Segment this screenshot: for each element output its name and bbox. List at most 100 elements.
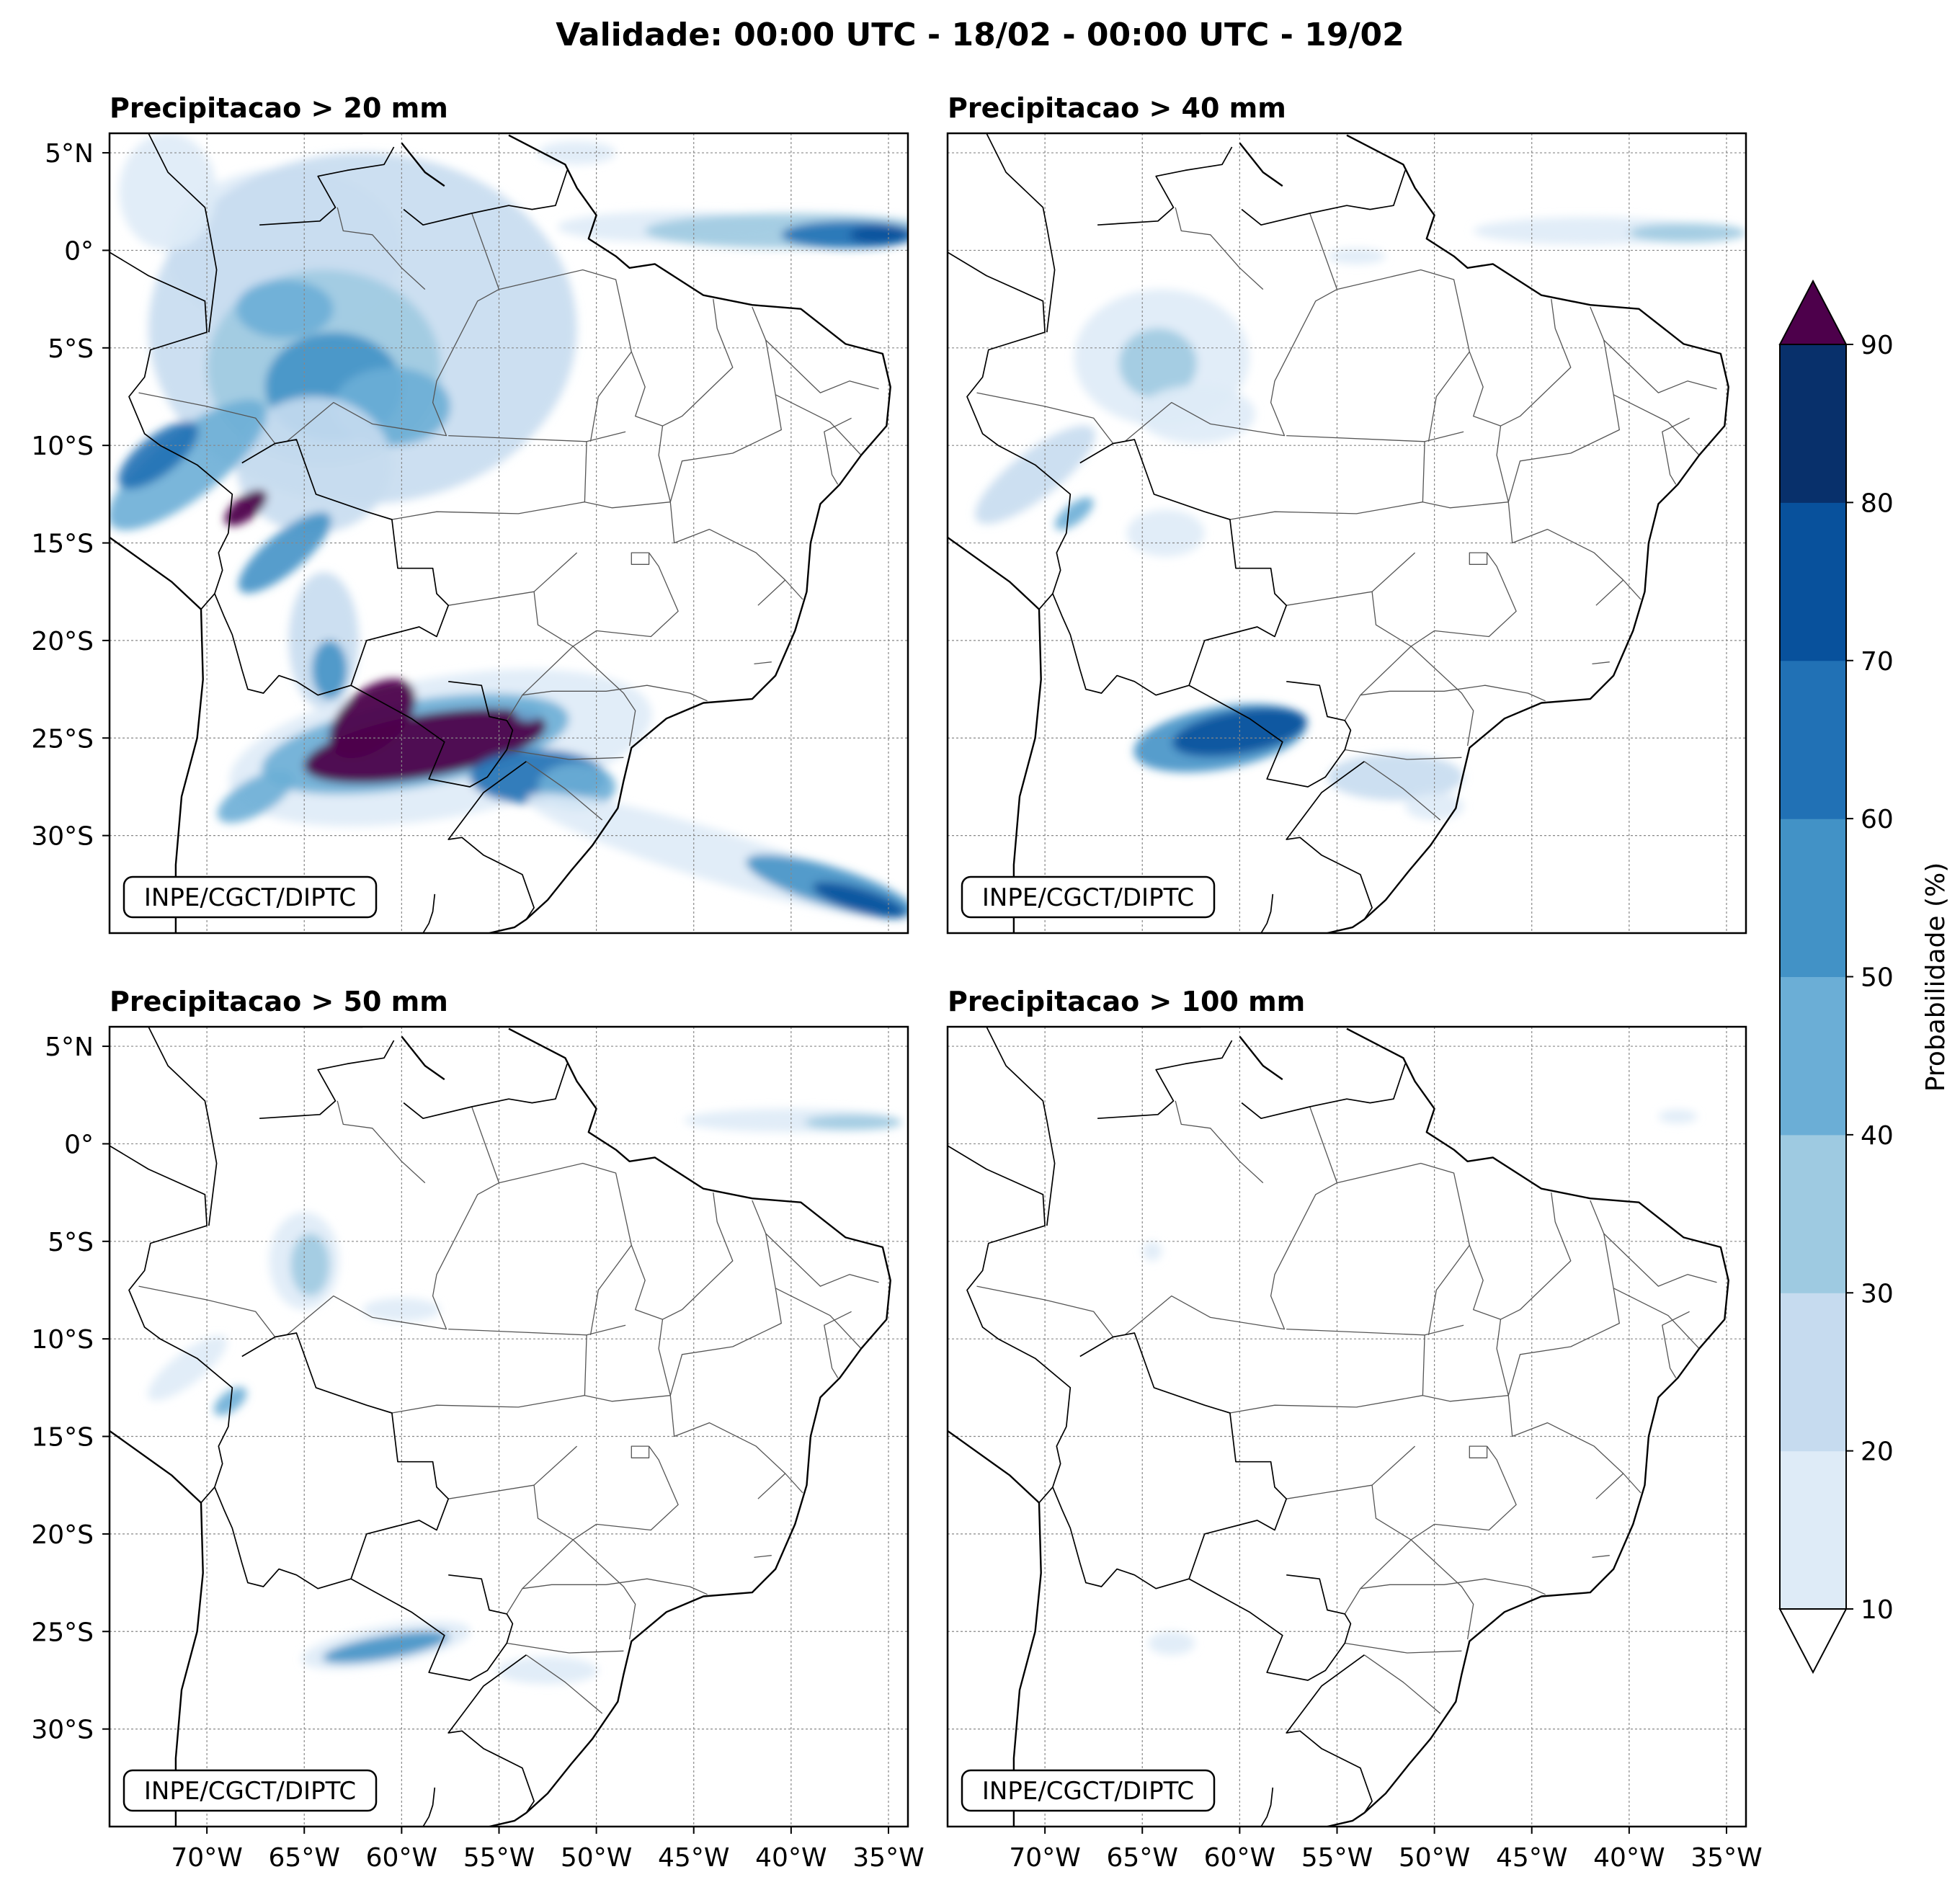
- coastline: [489, 1027, 891, 1827]
- lon-tick-label: 50°W: [1399, 1843, 1470, 1873]
- probability-area: [329, 679, 416, 759]
- lat-tick-label: 5°S: [48, 1228, 94, 1257]
- state-border: [1592, 1555, 1610, 1559]
- country-border: [1286, 761, 1373, 920]
- country-border: [1097, 146, 1233, 226]
- state-border: [1363, 1654, 1441, 1714]
- state-border: [1469, 552, 1488, 565]
- country-border: [948, 251, 1072, 610]
- country-border: [214, 439, 450, 696]
- probability-area: [312, 640, 347, 700]
- state-border: [754, 1555, 772, 1559]
- probability-area: [110, 399, 267, 530]
- state-border: [1175, 207, 1264, 290]
- state-border: [1360, 1578, 1546, 1595]
- lon-tick-label: 65°W: [1107, 1843, 1178, 1873]
- state-border: [572, 1539, 636, 1640]
- lat-tick-label: 20°S: [31, 1520, 94, 1550]
- credit-label: INPE/CGCT/DIPTC: [144, 1777, 356, 1806]
- lat-tick-label: 5°N: [45, 139, 94, 169]
- lon-tick-label: 55°W: [463, 1843, 535, 1873]
- state-border: [1592, 661, 1610, 665]
- lon-tick-label: 65°W: [269, 1843, 340, 1873]
- probability-area: [236, 280, 334, 339]
- map-frame: [108, 132, 909, 935]
- probability-area: [290, 1234, 330, 1296]
- state-border: [499, 1162, 632, 1335]
- map-background: [110, 1027, 908, 1827]
- state-border: [976, 392, 1114, 444]
- state-border: [1422, 1244, 1509, 1402]
- country-border: [1241, 1064, 1406, 1120]
- colorbar-tick-label: 60: [1861, 805, 1894, 834]
- state-border: [572, 646, 636, 746]
- state-border: [662, 299, 734, 427]
- boundaries: [948, 1027, 1729, 1827]
- probability-area: [119, 133, 217, 251]
- state-border: [765, 1233, 879, 1287]
- state-border: [448, 591, 535, 606]
- credit-label: INPE/CGCT/DIPTC: [982, 883, 1194, 912]
- lat-tick-label: 0°: [64, 236, 94, 266]
- state-border: [525, 761, 603, 821]
- colorbar-under-arrow: [1778, 1608, 1848, 1675]
- state-border: [1507, 501, 1642, 600]
- state-border: [1613, 1288, 1700, 1350]
- colorbar-tick-label: 20: [1861, 1437, 1894, 1467]
- state-border: [448, 1484, 535, 1499]
- lon-tick-label: 60°W: [1204, 1843, 1275, 1873]
- gridlines: [110, 1027, 908, 1827]
- credit-box: [961, 875, 1216, 919]
- probability-area: [236, 396, 392, 533]
- state-border: [1422, 351, 1509, 509]
- credit-label: INPE/CGCT/DIPTC: [982, 1777, 1194, 1806]
- state-border: [337, 207, 426, 290]
- probability-area: [1148, 1631, 1195, 1655]
- state-border: [1345, 749, 1462, 760]
- lon-tick-label: 45°W: [658, 1843, 729, 1873]
- country-border: [986, 133, 1056, 333]
- map-panel-4: Precipitacao > 100 mm INPE/CGCT/DIPTC 70°W…: [946, 986, 1763, 1873]
- coastline: [948, 1430, 1042, 1827]
- colorbar-segment: [1780, 819, 1846, 977]
- probability-area: [1327, 753, 1464, 801]
- map-background: [948, 1027, 1746, 1827]
- probability-area: [322, 1631, 450, 1664]
- colorbar-segment: [1780, 344, 1846, 503]
- lat-tick-label: 10°S: [31, 1325, 94, 1355]
- panel-title: Precipitacao > 40 mm: [948, 92, 1286, 124]
- country-border: [1188, 1574, 1352, 1681]
- state-border: [1595, 579, 1624, 606]
- colorbar-over-arrow: [1778, 279, 1848, 345]
- probability-area: [217, 770, 294, 823]
- state-border: [507, 749, 624, 760]
- state-border: [631, 552, 650, 565]
- state-border: [1603, 1233, 1717, 1287]
- state-border: [1507, 1395, 1642, 1494]
- state-border: [1124, 1106, 1338, 1336]
- colorbar: 10 20 30 40 50 60 70 80 90 Probabilidade (%): [1778, 279, 1951, 1675]
- country-border: [1097, 1040, 1233, 1120]
- country-border: [1052, 1332, 1288, 1590]
- lat-tick-label: 0°: [64, 1130, 94, 1159]
- credit-box: [122, 1769, 378, 1812]
- coastline: [1239, 1035, 1283, 1081]
- coastline: [110, 1430, 204, 1827]
- state-border: [765, 339, 879, 393]
- state-border: [1595, 1473, 1624, 1499]
- state-border: [522, 1578, 708, 1595]
- country-border: [259, 1040, 395, 1120]
- probability-area: [1327, 248, 1386, 264]
- country-border: [1188, 680, 1352, 788]
- state-border: [1469, 1445, 1488, 1458]
- country-border: [422, 893, 436, 933]
- state-border: [1371, 552, 1517, 647]
- state-border: [1371, 1445, 1517, 1541]
- probability-area: [1126, 509, 1205, 557]
- country-border: [422, 1787, 436, 1827]
- state-border: [757, 579, 786, 606]
- state-border: [138, 392, 276, 444]
- country-border: [1260, 893, 1274, 933]
- probability-area: [238, 512, 331, 594]
- state-border: [525, 1654, 603, 1714]
